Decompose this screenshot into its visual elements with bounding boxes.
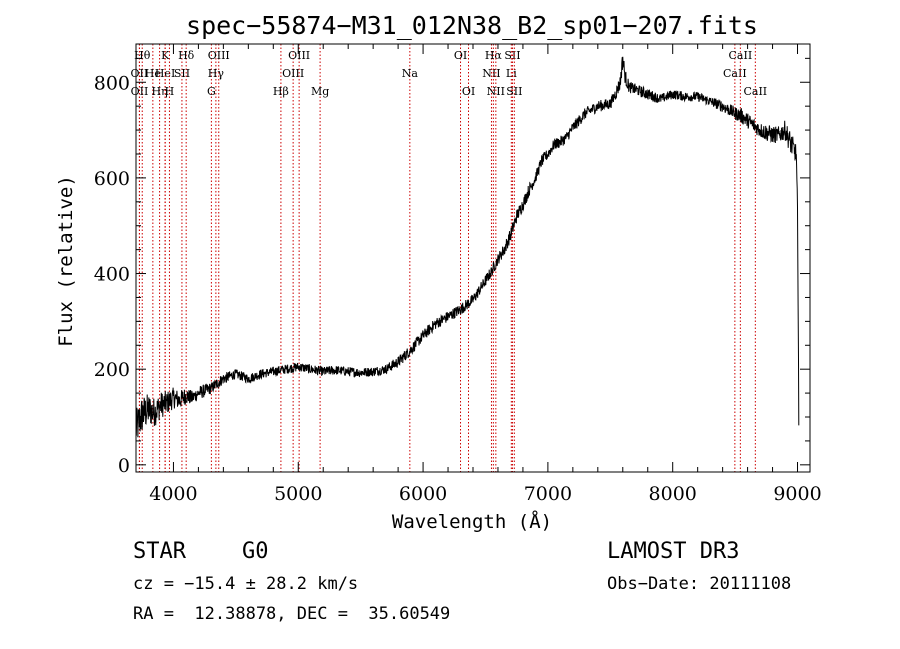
line-marker-label-5: K	[161, 49, 170, 62]
axes: 4000 5000 6000 7000 8000 9000 0 200 400 600 800	[94, 43, 822, 505]
line-marker-label-27: CaII	[729, 49, 753, 62]
y-tick-label: 400	[94, 264, 130, 286]
plot-frame	[135, 43, 811, 473]
x-tick-label: 8000	[649, 483, 697, 505]
line-marker-label-22: NII	[487, 85, 505, 98]
x-tick-label: 7000	[524, 483, 572, 505]
line-marker-label-14: OIII	[282, 67, 304, 80]
line-markers: HθOIIOIIHeHηKHeIHSIIHδGHγOIIIHβOIIIOIIIM…	[131, 44, 767, 472]
chart-title: spec−55874−M31_012N38_B2_sp01−207.fits	[186, 11, 758, 40]
line-marker-label-20: NII	[482, 67, 500, 80]
y-axis-label: Flux (relative)	[55, 175, 77, 347]
x-tick-label: 9000	[773, 483, 821, 505]
line-marker-label-6: HeI	[155, 67, 175, 80]
redshift-velocity: cz = −15.4 ± 28.2 km/s	[133, 574, 359, 594]
line-marker-label-2: OII	[131, 85, 149, 98]
object-subclass: G0	[242, 539, 269, 564]
line-marker-label-17: Na	[402, 67, 419, 80]
object-class: STAR	[133, 539, 186, 564]
line-marker-label-9: Hδ	[178, 49, 195, 62]
spectrum-line	[135, 56, 800, 438]
x-axis-label: Wavelength (Å)	[392, 510, 552, 533]
line-marker-label-0: Hθ	[134, 49, 151, 62]
coordinates: RA = 12.38878, DEC = 35.60549	[133, 604, 451, 624]
x-tick-label: 6000	[399, 483, 447, 505]
line-marker-label-13: Hβ	[273, 85, 289, 98]
line-marker-label-10: G	[207, 85, 216, 98]
line-marker-label-7: H	[165, 85, 175, 98]
line-marker-label-26: CaII	[723, 67, 747, 80]
x-tick-label: 4000	[149, 483, 197, 505]
line-marker-label-23: Li	[506, 67, 517, 80]
line-marker-label-18: OI	[454, 49, 467, 62]
x-tick-label: 5000	[274, 483, 322, 505]
y-tick-label: 200	[94, 359, 130, 381]
y-tick-label: 600	[94, 168, 130, 190]
line-marker-label-15: OIII	[288, 49, 310, 62]
line-marker-label-24: SII	[504, 49, 520, 62]
line-marker-label-8: SII	[174, 67, 190, 80]
line-marker-label-3: He	[145, 67, 161, 80]
y-tick-label: 0	[118, 455, 130, 477]
line-marker-label-12: OIII	[208, 49, 230, 62]
spectrum-series	[135, 56, 800, 438]
observation-date: Obs−Date: 20111108	[607, 574, 792, 594]
line-marker-label-21: Hα	[485, 49, 503, 62]
line-marker-label-16: Mg	[311, 85, 329, 98]
line-marker-label-11: Hγ	[208, 67, 225, 80]
y-tick-label: 800	[94, 72, 130, 94]
line-marker-label-25: SII	[506, 85, 522, 98]
line-marker-label-19: OI	[462, 85, 475, 98]
line-marker-label-28: CaII	[743, 85, 767, 98]
survey-name: LAMOST DR3	[607, 539, 740, 564]
line-marker-label-4: Hη	[151, 85, 167, 98]
